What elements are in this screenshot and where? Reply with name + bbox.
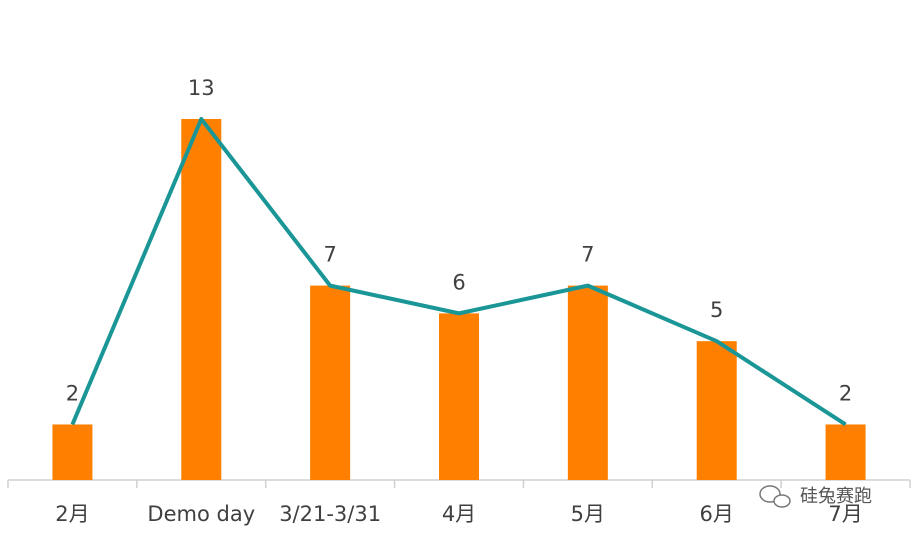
watermark-icon	[773, 494, 791, 508]
watermark-icon	[759, 485, 781, 503]
value-label: 2	[66, 381, 79, 405]
x-tick-label: 3/21-3/31	[279, 502, 381, 526]
watermark: 硅兔赛跑	[759, 485, 872, 508]
value-label: 7	[323, 243, 336, 267]
x-tick-label: 2月	[55, 502, 89, 526]
value-label: 2	[839, 381, 852, 405]
bar	[310, 285, 351, 480]
x-tick-label: 5月	[571, 502, 605, 526]
value-label: 5	[710, 298, 723, 322]
bar	[181, 119, 222, 480]
watermark-text: 硅兔赛跑	[800, 486, 872, 507]
bar	[825, 424, 866, 480]
value-label: 7	[581, 243, 594, 267]
bar	[52, 424, 93, 480]
value-label: 6	[452, 270, 465, 294]
line	[70, 117, 847, 427]
bar	[696, 341, 737, 480]
value-label: 13	[188, 76, 215, 100]
x-tick-label: 7月	[828, 502, 862, 526]
x-tick-label: Demo day	[147, 502, 255, 526]
bar	[567, 285, 608, 480]
bar	[439, 313, 479, 480]
x-tick-label: 4月	[442, 502, 476, 526]
x-tick-label: 6月	[700, 502, 734, 526]
